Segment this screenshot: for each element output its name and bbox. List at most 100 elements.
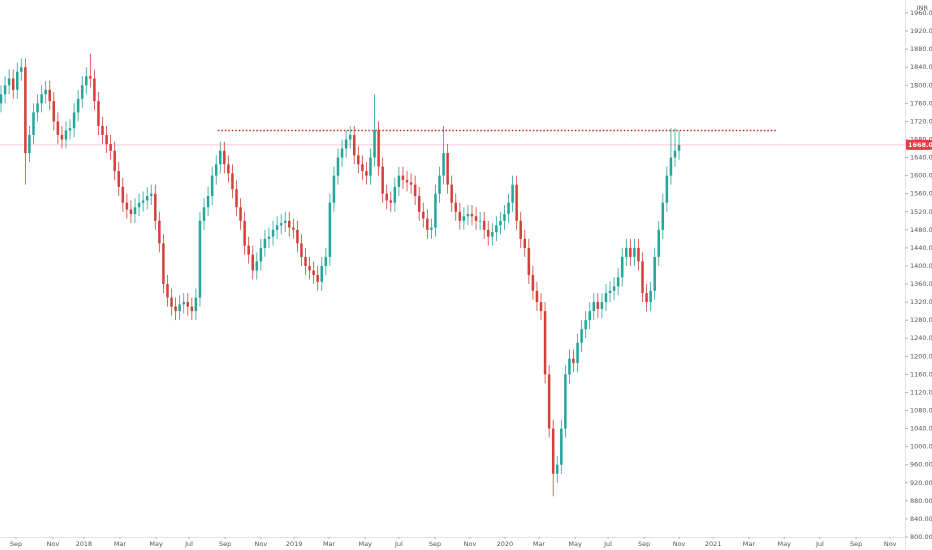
- candle-body: [133, 207, 137, 215]
- x-tick-label: May: [358, 540, 372, 548]
- candle-body: [36, 103, 39, 113]
- y-tick-label: 1280.00: [910, 316, 932, 324]
- candle-body: [438, 175, 441, 194]
- candle-body: [292, 227, 295, 230]
- candle-body: [328, 202, 332, 257]
- candle-body: [426, 218, 429, 230]
- candle-body: [243, 220, 246, 246]
- candle-body: [24, 67, 27, 154]
- candle-body: [316, 275, 319, 282]
- y-tick-label: 1400.00: [910, 262, 932, 270]
- candle-body: [568, 358, 571, 375]
- candle-body: [52, 101, 56, 122]
- last-price-label: 1668.05: [908, 141, 932, 149]
- candle-body: [113, 150, 116, 172]
- y-tick-label: 1880.00: [910, 45, 932, 53]
- candle-body: [214, 164, 218, 176]
- candle-body: [393, 186, 397, 203]
- candle-body: [620, 256, 624, 278]
- candle-body: [166, 284, 169, 298]
- candle-body: [389, 200, 393, 203]
- y-tick-label: 1000.00: [910, 443, 932, 451]
- candle-body: [202, 207, 206, 221]
- y-tick-label: 1680.00: [910, 135, 932, 143]
- candle-body: [28, 134, 31, 154]
- y-tick-label: 1760.00: [910, 99, 932, 107]
- candle-body: [495, 225, 498, 233]
- candle-body: [625, 247, 628, 257]
- candle-body: [584, 320, 587, 330]
- candle-body: [486, 229, 490, 237]
- candle-body: [125, 202, 129, 210]
- candle-body: [68, 128, 72, 131]
- candle-body: [555, 464, 559, 474]
- candle-body: [365, 171, 368, 176]
- candle-body: [85, 76, 88, 86]
- y-tick-label: 1240.00: [910, 334, 932, 342]
- y-tick-label: 1720.00: [910, 117, 932, 125]
- candle-body: [194, 297, 198, 312]
- y-tick-label: 1040.00: [910, 425, 932, 433]
- x-tick-label: Sep: [429, 540, 441, 548]
- candle-body: [340, 148, 344, 158]
- x-tick-label: Jul: [394, 540, 403, 548]
- candle-body: [519, 220, 522, 239]
- candle-body: [158, 220, 161, 244]
- candle-body: [64, 130, 68, 140]
- candle-body: [592, 302, 596, 312]
- candle-body: [44, 89, 47, 95]
- candle-body: [11, 78, 15, 90]
- candle-body: [267, 236, 271, 239]
- x-tick-label: Sep: [638, 540, 650, 548]
- candle-body: [604, 293, 608, 303]
- candle-body: [616, 277, 620, 287]
- candle-body: [170, 297, 173, 307]
- y-tick-label: 1800.00: [910, 81, 932, 89]
- candle-body: [198, 220, 202, 298]
- x-tick-label: May: [149, 540, 163, 548]
- x-tick-label: Jul: [603, 540, 612, 548]
- x-tick-label: May: [568, 540, 582, 548]
- x-tick-label: Mar: [743, 540, 756, 548]
- y-tick-label: 1920.00: [910, 27, 932, 35]
- candle-body: [97, 101, 100, 126]
- candle-body: [507, 202, 510, 215]
- y-tick-label: 1840.00: [910, 63, 932, 71]
- candle-body: [56, 121, 60, 135]
- candle-body: [210, 175, 214, 196]
- candle-body: [320, 265, 324, 282]
- y-tick-label: 1560.00: [910, 190, 932, 198]
- candle-body: [665, 175, 669, 203]
- candle-body: [239, 207, 242, 221]
- candle-body: [373, 130, 376, 158]
- candle-body: [89, 76, 92, 79]
- candle-body: [531, 275, 535, 291]
- candle-body: [149, 193, 153, 196]
- candle-body: [409, 182, 413, 185]
- candle-body: [76, 98, 80, 113]
- candle-body: [312, 270, 315, 275]
- candle-body: [60, 134, 64, 140]
- candle-body: [344, 139, 348, 149]
- candle-body: [271, 229, 275, 237]
- candle-body: [308, 265, 311, 271]
- candle-body: [182, 302, 185, 305]
- candle-body: [657, 229, 661, 257]
- candle-body: [478, 220, 482, 222]
- candle-body: [206, 195, 210, 208]
- candle-body: [588, 311, 591, 321]
- candle-body: [572, 358, 575, 364]
- candle-body: [454, 202, 458, 212]
- x-tick-label: Sep: [10, 540, 22, 548]
- candle-body: [377, 130, 380, 167]
- candle-body: [235, 189, 238, 208]
- candle-body: [381, 166, 384, 194]
- candle-body: [482, 220, 486, 230]
- y-tick-label: 880.00: [910, 497, 932, 505]
- candle-body: [154, 193, 157, 221]
- candle-body: [527, 247, 531, 275]
- candle-body: [653, 256, 656, 291]
- y-tick-label: 1320.00: [910, 298, 932, 306]
- x-tick-label: 2020: [497, 540, 514, 548]
- candle-body: [385, 193, 388, 201]
